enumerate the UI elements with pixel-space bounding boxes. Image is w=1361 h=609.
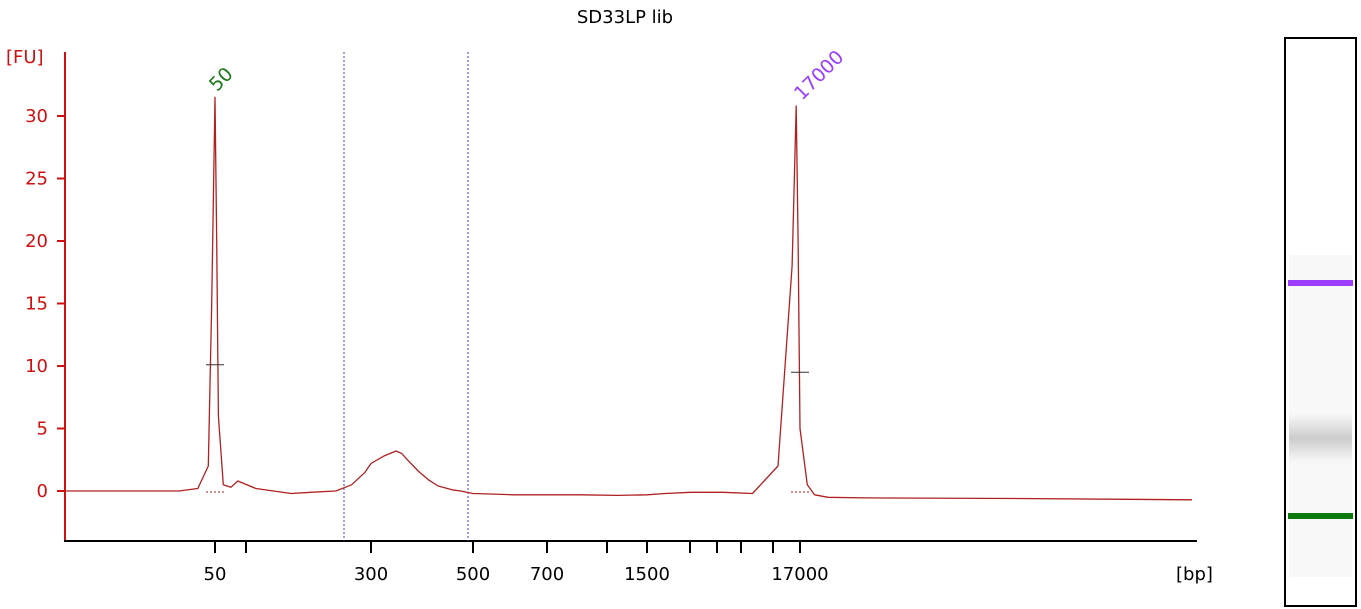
y-tick-label: 20 xyxy=(25,231,48,252)
x-tick-label: 17000 xyxy=(771,564,828,585)
y-tick-label: 25 xyxy=(25,169,48,190)
gel-band-library-smear xyxy=(1289,414,1352,462)
x-tick-label: 700 xyxy=(530,564,564,585)
peak-annotations: 50 17000 xyxy=(205,46,848,493)
gel-band-upper-marker xyxy=(1288,280,1353,286)
x-tick-label: 50 xyxy=(204,564,227,585)
region-markers xyxy=(343,52,469,541)
y-tick-label: 30 xyxy=(25,106,48,127)
y-tick-label: 10 xyxy=(25,356,48,377)
y-axis-ticks: 0 5 10 15 20 25 30 xyxy=(25,106,65,502)
y-tick-label: 0 xyxy=(37,481,48,502)
x-axis-ticks: 50 300 500 700 1500 17000 xyxy=(204,541,829,585)
x-tick-label: 300 xyxy=(354,564,388,585)
x-tick-label: 1500 xyxy=(624,564,670,585)
series-line xyxy=(65,96,1193,501)
y-tick-label: 5 xyxy=(37,419,48,440)
series-group xyxy=(65,96,1193,501)
x-axis-unit-label: [bp] xyxy=(1176,564,1213,585)
y-axis-unit-label: [FU] xyxy=(6,47,44,68)
peak-label: 17000 xyxy=(790,46,848,104)
gel-lane-bands xyxy=(1288,280,1353,519)
x-tick-label: 500 xyxy=(456,564,490,585)
gel-band-lower-marker xyxy=(1288,513,1353,519)
chart-title: SD33LP lib xyxy=(577,7,673,28)
peak-label: 50 xyxy=(205,63,238,96)
y-tick-label: 15 xyxy=(25,294,48,315)
